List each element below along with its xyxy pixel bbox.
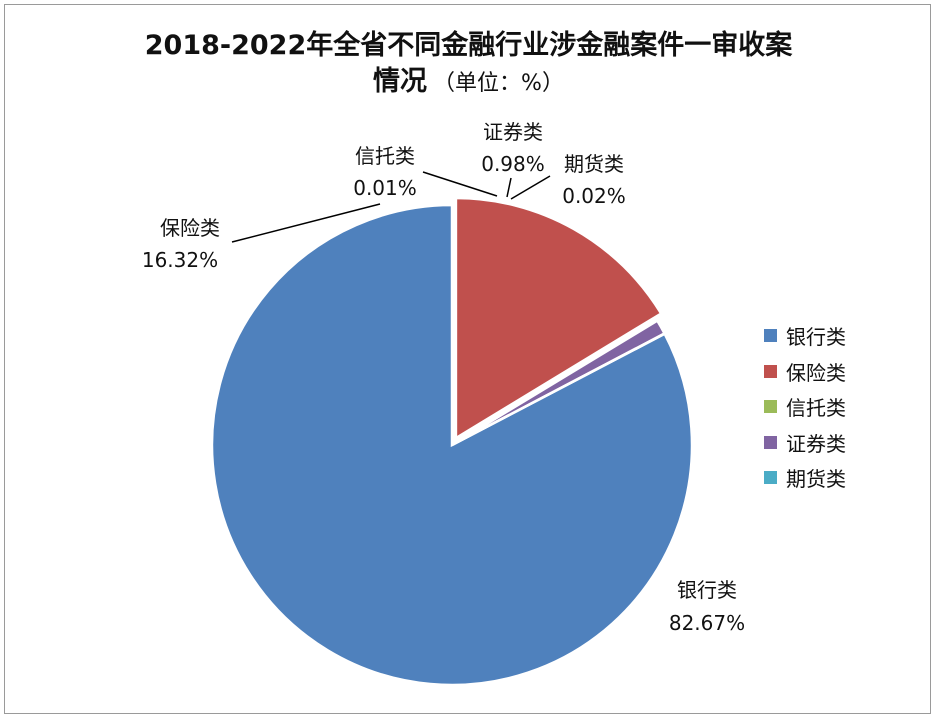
- leader-line-2: [231, 203, 381, 243]
- legend-item-4: 证券类: [764, 425, 846, 461]
- legend-item-3: 信托类: [764, 389, 846, 425]
- legend-swatch: [764, 435, 777, 449]
- pie-slice-1: [210, 203, 694, 687]
- chart-legend: 银行类保险类信托类证券类期货类: [764, 318, 846, 496]
- pie-slice-5: [451, 331, 667, 447]
- legend-swatch: [764, 329, 777, 343]
- pie-slice-2: [454, 196, 663, 441]
- chart-title-line2: 情况 （单位：%）: [0, 64, 937, 102]
- chart-title-line1: 2018-2022年全省不同金融行业涉金融案件一审收案: [144, 30, 793, 61]
- legend-label: 银行类: [786, 325, 846, 350]
- leader-line-3: [422, 171, 498, 197]
- slice-name-label-5: 期货类: [564, 152, 624, 176]
- legend-swatch: [764, 364, 777, 378]
- slice-value-label-2: 16.32%: [142, 248, 218, 272]
- chart-unit-note: （单位：%）: [433, 71, 564, 96]
- slice-name-label-4: 证券类: [483, 120, 543, 144]
- legend-item-1: 银行类: [764, 318, 846, 354]
- slice-value-label-1: 82.67%: [669, 611, 745, 635]
- slice-value-label-3: 0.01%: [353, 176, 417, 200]
- legend-item-5: 期货类: [764, 460, 846, 496]
- legend-item-2: 保险类: [764, 354, 846, 390]
- legend-label: 信托类: [786, 396, 846, 421]
- chart-title: 2018-2022年全省不同金融行业涉金融案件一审收案 情况 （单位：%）: [0, 28, 937, 102]
- slice-value-label-5: 0.02%: [562, 184, 626, 208]
- legend-label: 证券类: [786, 431, 846, 456]
- leader-line-4: [506, 177, 512, 198]
- legend-swatch: [764, 471, 777, 485]
- leader-line-5: [510, 175, 551, 200]
- legend-swatch: [764, 400, 777, 414]
- slice-value-label-4: 0.98%: [481, 152, 545, 176]
- chart-title-line2-text: 情况: [373, 66, 428, 97]
- legend-label: 保险类: [786, 360, 846, 385]
- slice-name-label-2: 保险类: [160, 216, 220, 240]
- slice-name-label-1: 银行类: [677, 578, 737, 602]
- slice-name-label-3: 信托类: [355, 144, 415, 168]
- legend-label: 期货类: [786, 467, 846, 492]
